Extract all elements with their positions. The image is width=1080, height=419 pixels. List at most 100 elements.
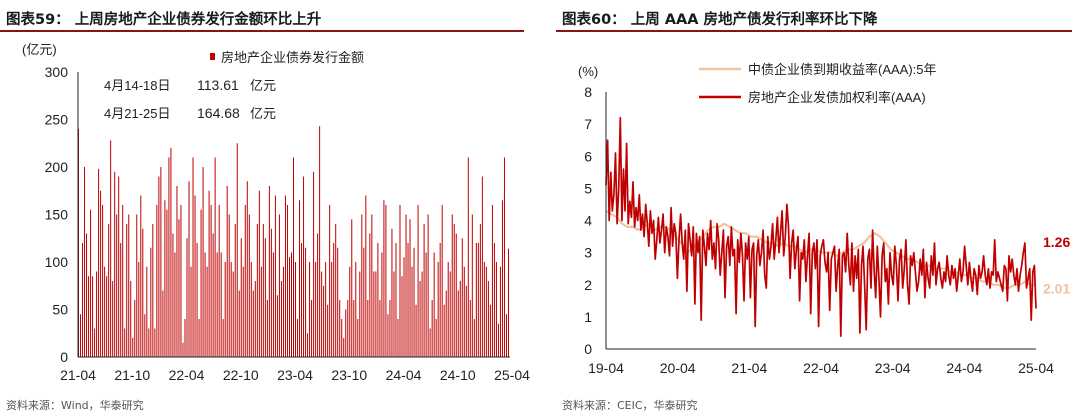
bar [471, 214, 473, 357]
bar [489, 304, 491, 357]
bar [495, 262, 497, 357]
bar [451, 214, 453, 357]
bar [246, 181, 248, 357]
bar [94, 328, 96, 357]
bar [156, 205, 158, 357]
bar [345, 309, 347, 357]
bar [497, 323, 499, 357]
bar [174, 252, 176, 357]
bar [311, 300, 313, 357]
series-line-rate [605, 116, 1037, 337]
bar [282, 266, 284, 357]
x-tick-label: 21-10 [114, 367, 150, 383]
bar [120, 243, 122, 357]
bar [421, 271, 423, 357]
y-axis-label: (%) [578, 64, 598, 79]
bar [270, 228, 272, 357]
bar [427, 214, 429, 357]
bar [202, 167, 204, 357]
bar [413, 247, 415, 357]
bar [158, 176, 160, 357]
bar [353, 300, 355, 357]
legend-swatch [210, 53, 215, 60]
bar [92, 276, 94, 357]
bar [485, 266, 487, 357]
bar [98, 168, 100, 357]
bar [389, 300, 391, 357]
bar [333, 243, 335, 357]
x-tick-label: 24-04 [386, 367, 422, 383]
x-tick-label: 25-04 [494, 367, 530, 383]
bar [407, 243, 409, 357]
bar [323, 285, 325, 357]
annotation-period: 4月14-18日 [104, 78, 170, 93]
bar [343, 338, 345, 357]
bar [317, 233, 319, 357]
bar [355, 262, 357, 357]
bar [130, 281, 132, 357]
y-tick-label: 0 [584, 341, 592, 357]
bar [349, 266, 351, 357]
bar [443, 304, 445, 357]
bar [220, 252, 222, 357]
bar [106, 276, 108, 357]
bar [447, 262, 449, 357]
bar [272, 252, 274, 357]
y-tick-label: 2 [584, 277, 592, 293]
bar [108, 224, 110, 357]
bar [150, 247, 152, 357]
bar [357, 319, 359, 357]
legend-label: 中债企业债到期收益率(AAA):5年 [748, 62, 937, 77]
annotation-unit: 亿元 [250, 106, 276, 121]
x-tick-label: 23-04 [875, 360, 911, 376]
bar [258, 190, 260, 357]
bar [118, 176, 120, 357]
bar [240, 238, 242, 357]
bar [242, 266, 244, 357]
bar [166, 209, 168, 357]
bar [90, 209, 92, 357]
bar [377, 243, 379, 357]
bar [491, 205, 493, 357]
bar [381, 252, 383, 357]
bar [411, 266, 413, 357]
bar [96, 271, 98, 357]
bar [218, 205, 220, 357]
x-tick-label: 23-04 [277, 367, 313, 383]
annotation-value: 113.61 [197, 77, 239, 93]
bar-chart: 0 50 100 150 200 250 300 (亿元) 21-04 21-10 22-04 22-… [22, 42, 530, 383]
x-tick-label: 19-04 [588, 360, 624, 376]
bar [335, 224, 337, 357]
bar [463, 266, 465, 357]
chart-title: 图表60： 上周 AAA 房地产债发行利率环比下降 [562, 12, 878, 28]
bar [100, 190, 102, 357]
bar [373, 271, 375, 357]
bar [248, 214, 250, 357]
bar [128, 214, 130, 357]
bar [375, 271, 377, 357]
legend-label: 房地产企业发债加权利率(AAA) [748, 90, 926, 105]
bar [190, 266, 192, 357]
bar [234, 224, 236, 357]
x-tick-label: 24-10 [440, 367, 476, 383]
y-tick-label: 4 [584, 213, 592, 229]
bar [232, 271, 234, 357]
bar [254, 281, 256, 357]
y-tick-label: 200 [45, 159, 69, 175]
bar [327, 304, 329, 357]
bar [399, 205, 401, 357]
bar [136, 214, 138, 357]
bar [419, 281, 421, 357]
bar [226, 186, 228, 357]
end-value-label: 1.26 [1043, 234, 1070, 250]
bar [383, 200, 385, 357]
bar [493, 243, 495, 357]
bar [465, 285, 467, 357]
bar [268, 186, 270, 357]
bar [319, 126, 321, 358]
bar [252, 290, 254, 357]
bar [481, 176, 483, 357]
bar [126, 224, 128, 357]
bar [403, 257, 405, 357]
bar [301, 243, 303, 357]
